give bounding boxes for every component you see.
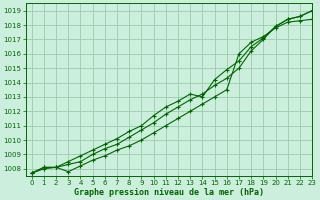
X-axis label: Graphe pression niveau de la mer (hPa): Graphe pression niveau de la mer (hPa) [74, 188, 264, 197]
